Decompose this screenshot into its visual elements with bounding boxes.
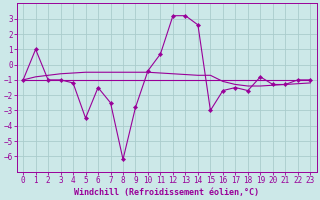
X-axis label: Windchill (Refroidissement éolien,°C): Windchill (Refroidissement éolien,°C) [74,188,259,197]
